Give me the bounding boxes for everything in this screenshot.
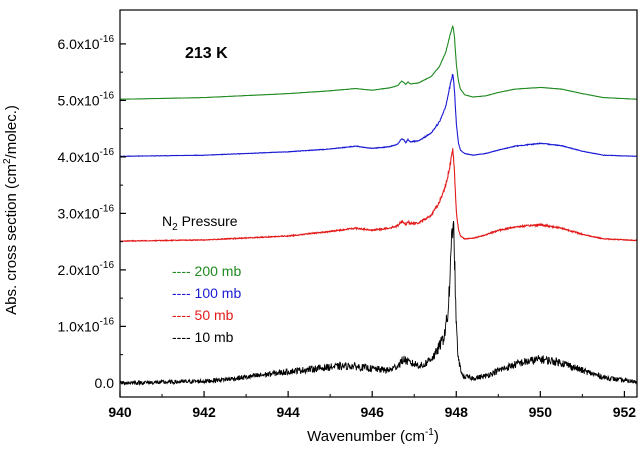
y-axis-title: Abs. cross section (cm2/molec.) [2, 105, 20, 315]
series-line-200-mb [120, 25, 637, 100]
legend-title: N2 Pressure [162, 213, 238, 233]
plot-frame [119, 9, 638, 398]
x-tick-label: 948 [445, 404, 469, 420]
x-tick-label: 950 [529, 404, 553, 420]
x-tick-label: 944 [276, 404, 300, 420]
y-tick-label: 0.0 [95, 375, 115, 391]
y-tick-label: 2.0x10-16 [58, 260, 115, 278]
series-line-50-mb [119, 148, 638, 243]
legend-item: ---- 100 mb [172, 285, 241, 301]
legend-item: ---- 200 mb [172, 263, 241, 279]
y-tick-label: 5.0x10-16 [58, 90, 115, 108]
temperature-annotation: 213 K [185, 45, 228, 62]
y-tick-label: 3.0x10-16 [58, 203, 115, 221]
x-tick-label: 942 [192, 404, 216, 420]
series-line-100-mb [119, 73, 638, 158]
series-line-10-mb [119, 220, 638, 387]
legend-item: ---- 50 mb [172, 307, 234, 323]
y-tick-label: 6.0x10-16 [58, 34, 115, 52]
y-axis: 0.0 1.0x10-16 2.0x10-16 3.0x10-16 4.0x10-16 5… [58, 34, 126, 391]
y-tick-label: 4.0x10-16 [58, 147, 115, 165]
x-tick-label: 940 [108, 404, 132, 420]
x-tick-label: 952 [613, 404, 637, 420]
y-tick-label: 1.0x10-16 [58, 316, 115, 334]
legend: N2 Pressure ---- 200 mb ---- 100 mb ---- 5… [162, 213, 241, 345]
x-axis-title: Wavenumber (cm-1) [307, 427, 439, 445]
x-tick-label: 946 [361, 404, 385, 420]
legend-item: ---- 10 mb [172, 329, 234, 345]
x-axis: 940 942 944 946 948 950 952 [108, 391, 636, 420]
series-lines [119, 25, 638, 387]
